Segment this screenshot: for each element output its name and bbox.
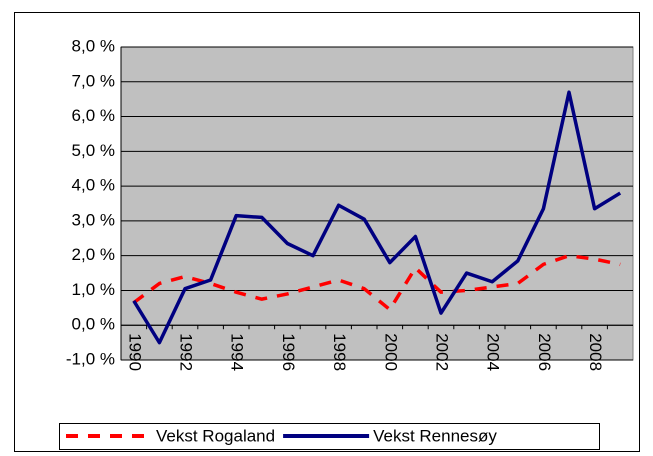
- legend-label: Vekst Rogaland: [156, 426, 275, 445]
- series-line: [132, 253, 621, 312]
- y-tick-label: 4,0 %: [72, 176, 115, 195]
- x-tick-label: 2000: [381, 333, 400, 371]
- x-tick-label: 1992: [177, 333, 196, 371]
- x-tick-label: 2004: [484, 333, 503, 371]
- x-tick-label: 2006: [535, 333, 554, 371]
- x-tick-label: 2002: [433, 333, 452, 371]
- x-tick-label: 1998: [330, 333, 349, 371]
- y-tick-label: 7,0 %: [72, 71, 115, 90]
- y-tick-label: 6,0 %: [72, 106, 115, 125]
- y-tick-label: 1,0 %: [72, 280, 115, 299]
- y-tick-label: 8,0 %: [72, 36, 115, 55]
- x-tick-label: 1990: [125, 333, 144, 371]
- y-tick-label: 0,0 %: [72, 315, 115, 334]
- legend-label: Vekst Rennesøy: [373, 426, 497, 445]
- y-tick-label: -1,0 %: [66, 349, 115, 368]
- x-tick-label: 2008: [586, 333, 605, 371]
- y-tick-label: 5,0 %: [72, 141, 115, 160]
- y-tick-label: 3,0 %: [72, 210, 115, 229]
- x-tick-label: 1996: [279, 333, 298, 371]
- x-tick-label: 1994: [228, 333, 247, 371]
- plot-area: [120, 46, 634, 361]
- series-line: [132, 90, 622, 345]
- y-tick-label: 2,0 %: [72, 245, 115, 264]
